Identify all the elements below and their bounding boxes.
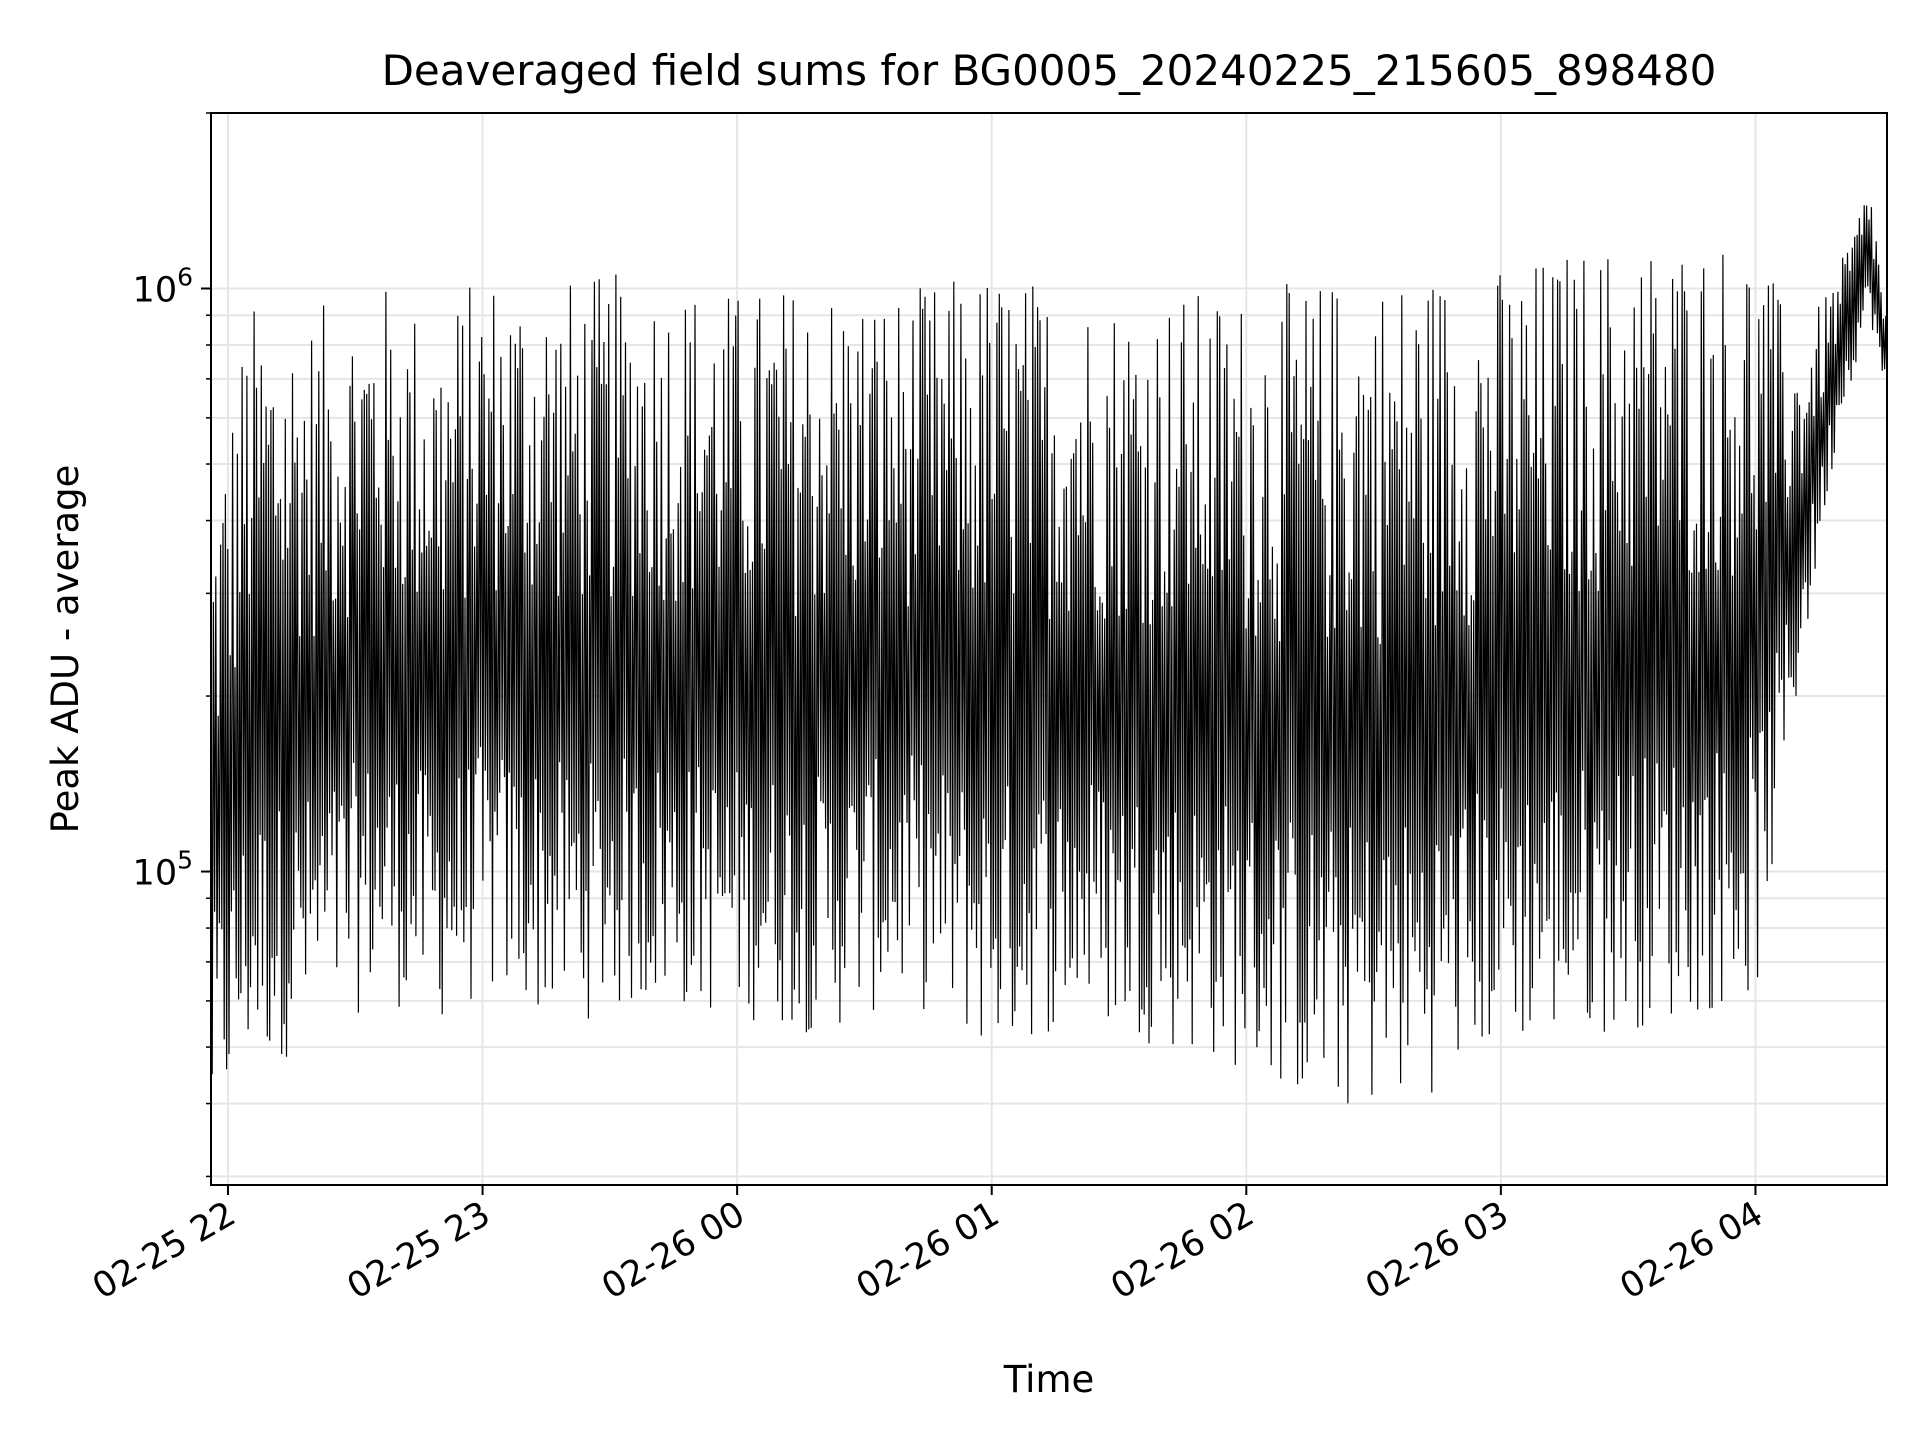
x-axis-label: Time (1003, 1358, 1095, 1401)
series-line (210, 205, 1888, 1104)
y-axis-label: Peak ADU - average (44, 465, 87, 834)
series-polyline (210, 205, 1888, 1104)
y-tick-label: 106 (133, 263, 193, 311)
chart-title: Deaveraged field sums for BG0005_2024022… (382, 46, 1717, 95)
y-tick-label: 105 (133, 846, 193, 894)
plot-frame (210, 112, 1888, 1186)
